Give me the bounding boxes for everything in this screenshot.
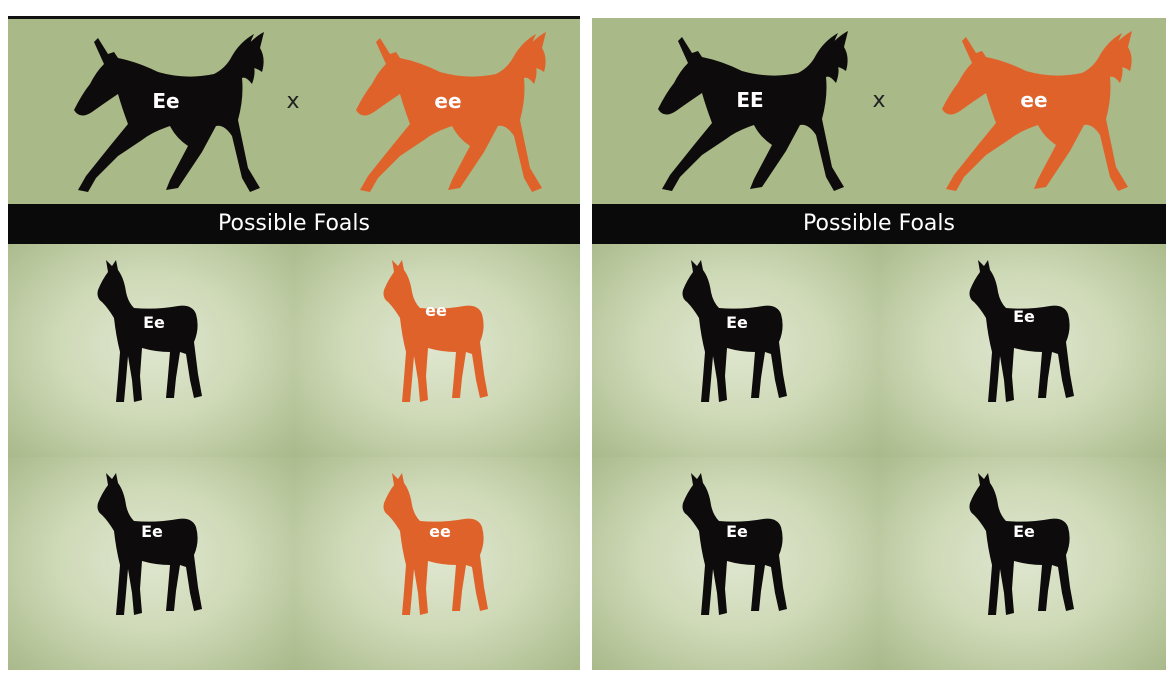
- foal-cell: ee: [294, 457, 580, 670]
- foal-cell: Ee: [879, 457, 1166, 670]
- standing-foal-icon: Ee: [682, 473, 787, 615]
- parents-row: Ee x ee: [8, 16, 580, 205]
- trotting-horse-icon: Ee: [74, 32, 264, 192]
- genotype-label: Ee: [141, 522, 163, 541]
- foal-cell: Ee: [879, 244, 1166, 457]
- foal-cell: Ee: [592, 457, 879, 670]
- standing-foal-icon: Ee: [97, 260, 202, 402]
- standing-foal-icon: Ee: [969, 473, 1074, 615]
- standing-foal-icon: Ee: [682, 260, 787, 402]
- trotting-horse-icon: ee: [356, 32, 546, 192]
- cross-symbol: x: [286, 89, 300, 114]
- foal-grid: Ee ee Ee ee: [8, 244, 580, 670]
- genotype-label: ee: [429, 522, 451, 541]
- genotype-label: ee: [434, 89, 461, 113]
- genotype-label: Ee: [152, 89, 179, 113]
- standing-foal-icon: Ee: [97, 473, 202, 615]
- foal-cell: Ee: [8, 244, 294, 457]
- cross-symbol: x: [872, 88, 886, 113]
- genotype-label: Ee: [143, 313, 165, 332]
- possible-foals-banner: Possible Foals: [592, 204, 1166, 244]
- genotype-label: Ee: [1013, 522, 1035, 541]
- standing-foal-icon: Ee: [969, 260, 1074, 402]
- trotting-horse-icon: ee: [942, 31, 1132, 191]
- parents-row: EE x ee: [592, 18, 1166, 204]
- trotting-horse-icon: EE: [658, 31, 848, 191]
- foal-cell: ee: [294, 244, 580, 457]
- genotype-label: Ee: [726, 522, 748, 541]
- cross-panel-left: Ee x ee Possible Foals Ee: [8, 0, 580, 670]
- genotype-label: Ee: [1013, 307, 1035, 326]
- foal-cell: Ee: [592, 244, 879, 457]
- foal-cell: Ee: [8, 457, 294, 670]
- genotype-label: Ee: [726, 313, 748, 332]
- standing-foal-icon: ee: [383, 473, 488, 615]
- cross-panel-right: EE x ee Possible Foals Ee: [592, 0, 1166, 670]
- standing-foal-icon: ee: [383, 260, 488, 402]
- genotype-label: ee: [1020, 88, 1047, 112]
- possible-foals-banner: Possible Foals: [8, 204, 580, 244]
- foal-grid: Ee Ee Ee Ee: [592, 244, 1166, 670]
- genotype-label: ee: [425, 301, 447, 320]
- genotype-label: EE: [736, 88, 763, 112]
